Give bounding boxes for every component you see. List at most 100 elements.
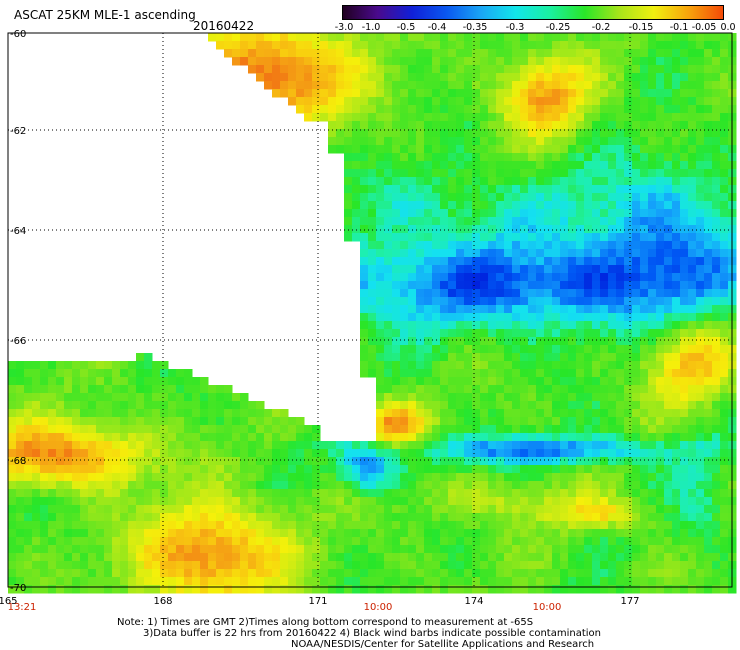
data-cell <box>608 473 617 482</box>
data-cell <box>704 481 713 490</box>
data-cell <box>400 345 409 354</box>
data-cell <box>480 425 489 434</box>
data-cell <box>248 401 257 410</box>
data-cell <box>592 489 601 498</box>
data-cell <box>536 113 545 122</box>
data-cell <box>544 401 553 410</box>
data-cell <box>664 449 673 458</box>
data-cell <box>584 377 593 386</box>
data-cell <box>152 505 161 514</box>
data-cell <box>624 33 633 42</box>
data-cell <box>640 153 649 162</box>
data-cell <box>376 257 385 266</box>
data-cell <box>632 577 641 586</box>
data-cell <box>320 97 329 106</box>
data-cell <box>304 433 313 442</box>
data-cell <box>328 545 337 554</box>
data-cell <box>368 505 377 514</box>
data-cell <box>552 305 561 314</box>
data-cell <box>560 481 569 490</box>
data-cell <box>696 401 705 410</box>
data-cell <box>600 489 609 498</box>
data-cell <box>720 313 729 322</box>
data-cell <box>528 113 537 122</box>
data-cell <box>504 137 513 146</box>
data-cell <box>672 433 681 442</box>
data-cell <box>200 497 209 506</box>
data-cell <box>384 177 393 186</box>
data-cell <box>232 505 241 514</box>
data-cell <box>480 537 489 546</box>
data-cell <box>448 361 457 370</box>
data-cell <box>696 473 705 482</box>
data-cell <box>504 169 513 178</box>
data-cell <box>552 385 561 394</box>
data-cell <box>384 449 393 458</box>
data-cell <box>680 233 689 242</box>
data-cell <box>352 225 361 234</box>
data-cell <box>384 417 393 426</box>
data-cell <box>416 377 425 386</box>
data-cell <box>112 585 121 594</box>
data-cell <box>56 513 65 522</box>
data-cell <box>264 81 273 90</box>
data-cell <box>40 385 49 394</box>
data-cell <box>696 33 705 42</box>
data-cell <box>80 529 89 538</box>
data-cell <box>560 65 569 74</box>
data-cell <box>496 233 505 242</box>
data-cell <box>384 329 393 338</box>
data-cell <box>512 393 521 402</box>
data-cell <box>608 537 617 546</box>
data-cell <box>688 393 697 402</box>
data-cell <box>440 329 449 338</box>
colorbar-tick-label: -3.0 <box>334 22 354 33</box>
data-cell <box>568 393 577 402</box>
data-cell <box>576 297 585 306</box>
data-cell <box>648 209 657 218</box>
data-cell <box>648 513 657 522</box>
data-cell <box>264 473 273 482</box>
data-cell <box>408 505 417 514</box>
data-cell <box>136 425 145 434</box>
data-cell <box>488 577 497 586</box>
data-cell <box>464 369 473 378</box>
data-cell <box>584 65 593 74</box>
data-cell <box>352 49 361 58</box>
data-cell <box>576 473 585 482</box>
data-cell <box>664 81 673 90</box>
data-cell <box>464 481 473 490</box>
data-cell <box>392 441 401 450</box>
data-cell <box>424 441 433 450</box>
data-cell <box>408 249 417 258</box>
data-cell <box>480 577 489 586</box>
pass-time-label: 10:00 <box>364 602 393 613</box>
data-cell <box>208 537 217 546</box>
data-cell <box>528 545 537 554</box>
data-cell <box>136 473 145 482</box>
data-cell <box>440 113 449 122</box>
data-cell <box>200 489 209 498</box>
data-cell <box>392 537 401 546</box>
data-cell <box>232 529 241 538</box>
data-cell <box>488 481 497 490</box>
data-cell <box>72 537 81 546</box>
data-cell <box>632 537 641 546</box>
data-cell <box>192 529 201 538</box>
data-cell <box>280 465 289 474</box>
data-cell <box>384 97 393 106</box>
data-cell <box>440 545 449 554</box>
data-cell <box>696 569 705 578</box>
data-cell <box>720 65 729 74</box>
data-cell <box>416 537 425 546</box>
data-cell <box>32 481 41 490</box>
data-cell <box>184 417 193 426</box>
data-cell <box>200 521 209 530</box>
data-cell <box>312 41 321 50</box>
data-cell <box>40 497 49 506</box>
data-cell <box>528 585 537 594</box>
data-cell <box>288 417 297 426</box>
data-cell <box>464 425 473 434</box>
data-cell <box>632 561 641 570</box>
data-cell <box>304 81 313 90</box>
